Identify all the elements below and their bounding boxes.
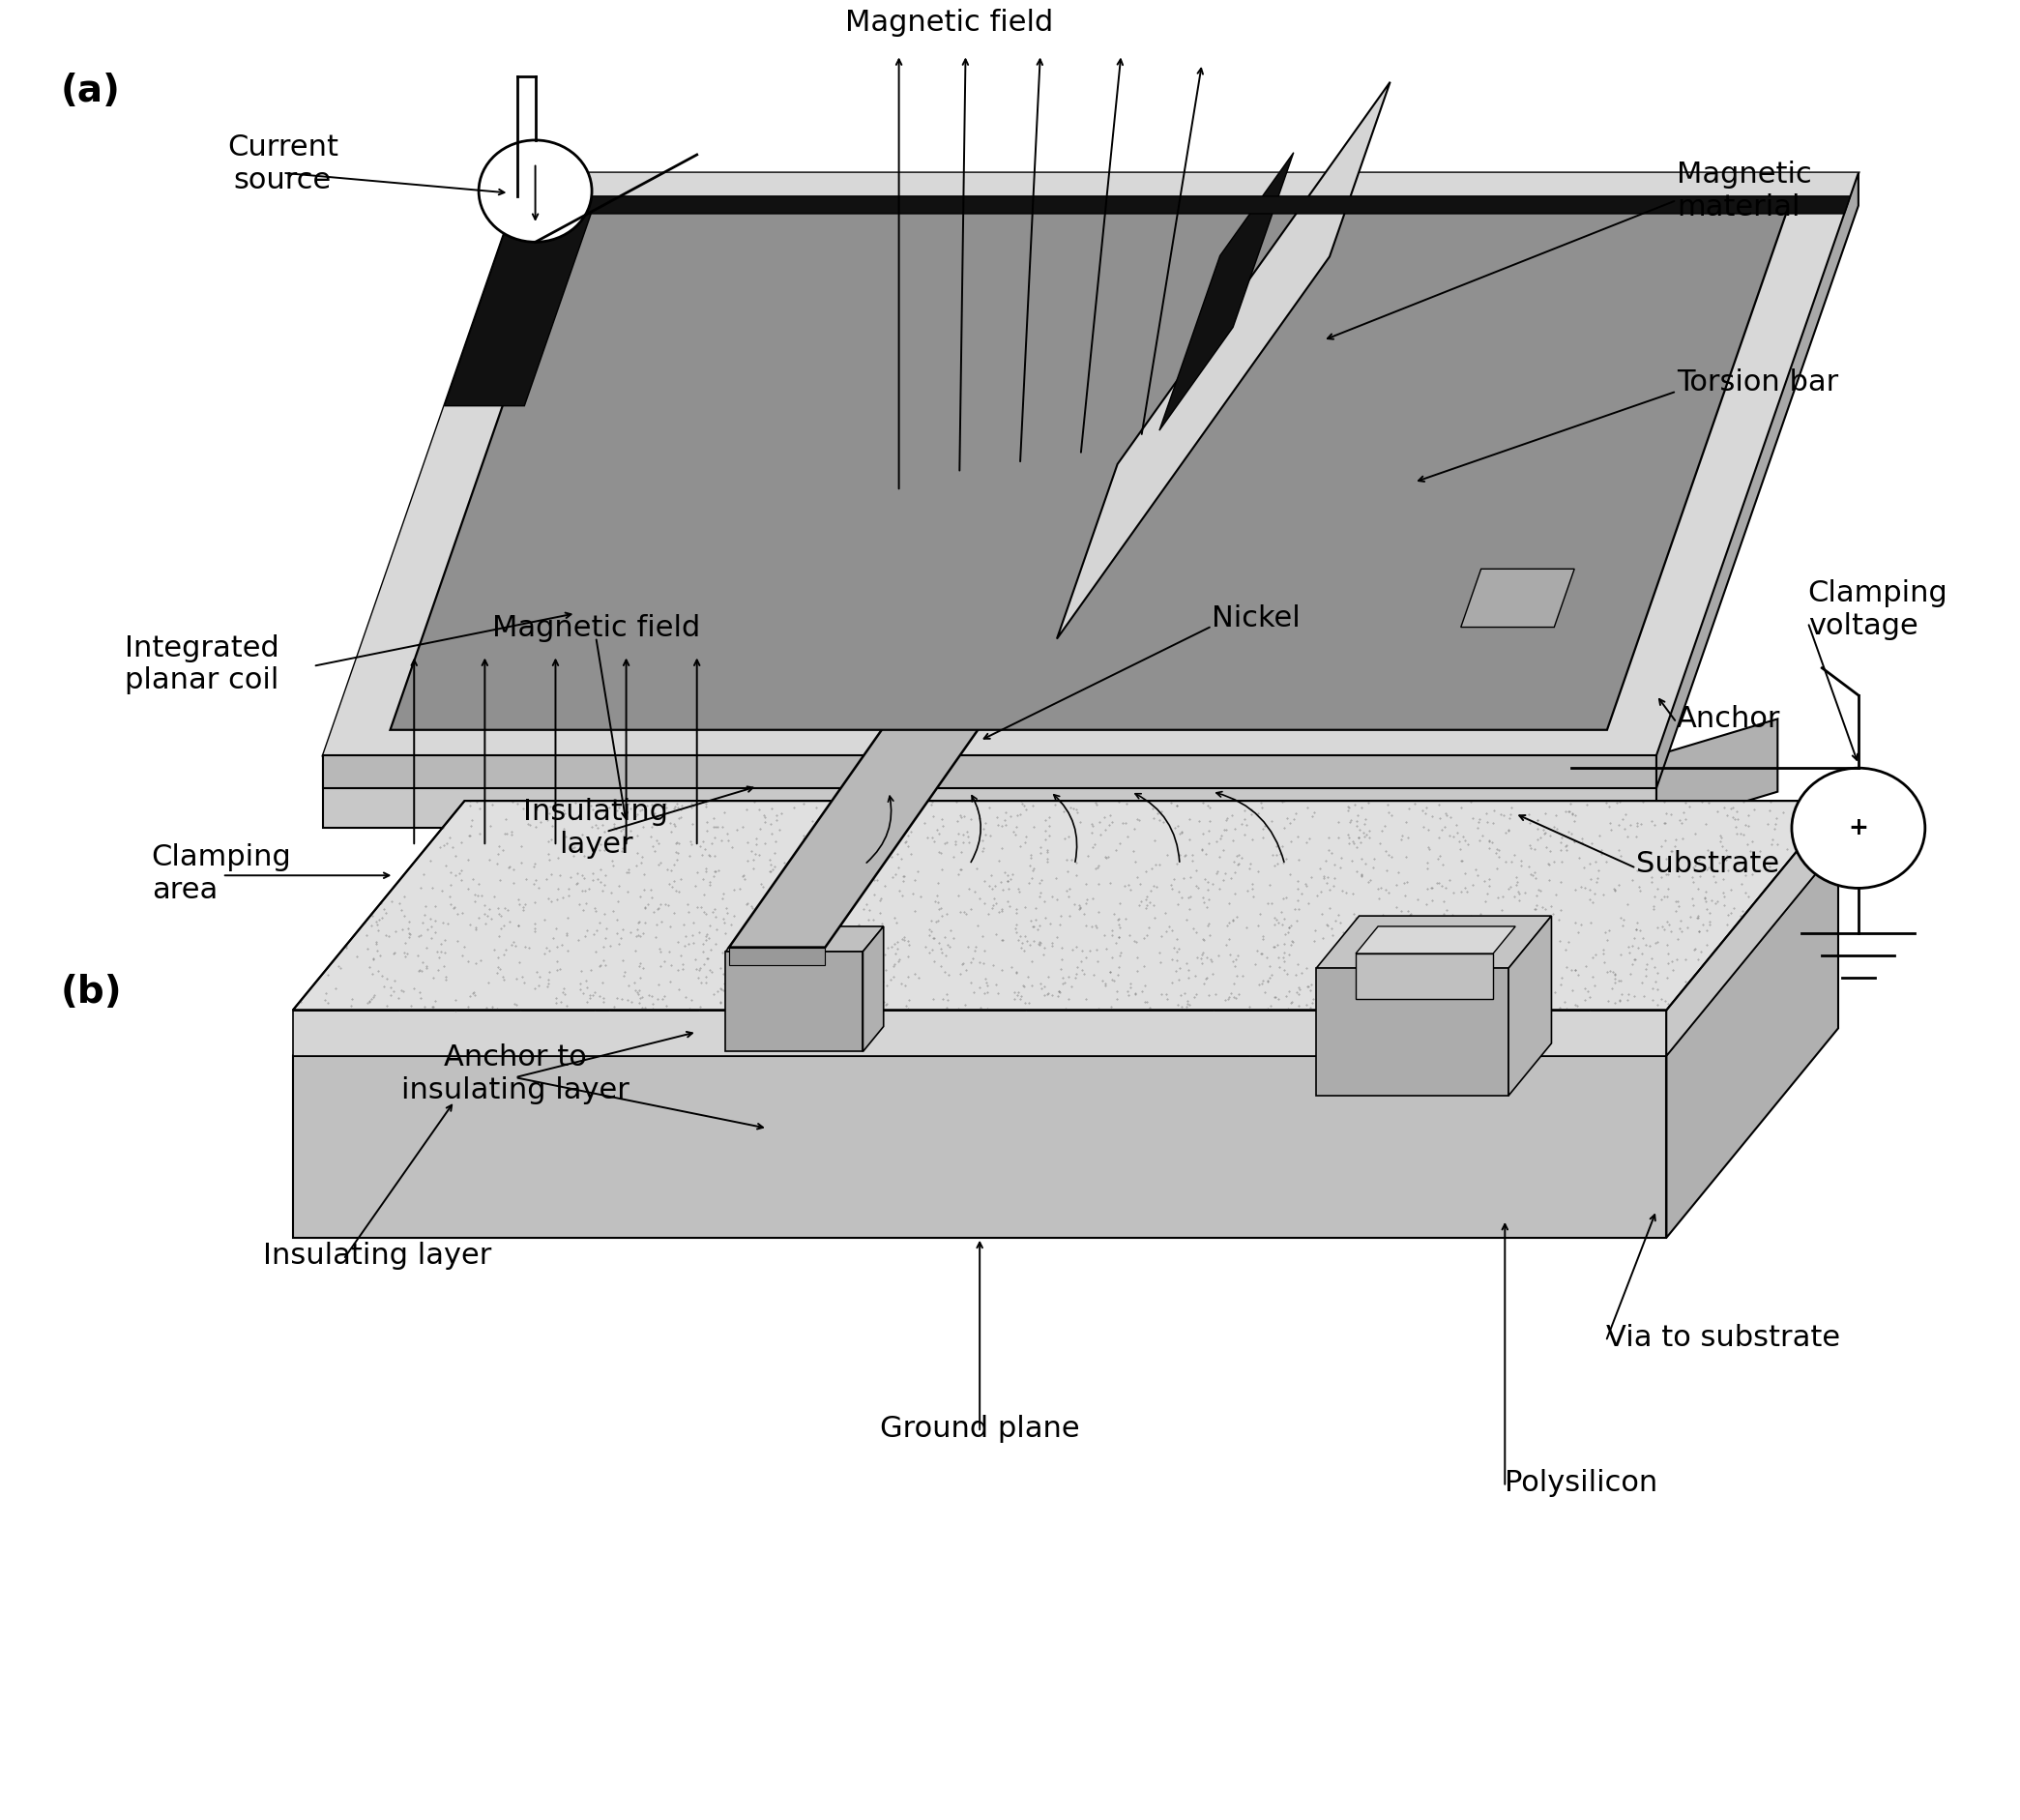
Text: Clamping
voltage: Clamping voltage (1808, 579, 1947, 641)
Polygon shape (792, 351, 1390, 577)
Polygon shape (323, 173, 1858, 755)
Polygon shape (598, 277, 1584, 652)
Polygon shape (323, 755, 1656, 784)
Polygon shape (1317, 915, 1551, 968)
Text: Current
source: Current source (226, 133, 339, 195)
Polygon shape (390, 198, 1792, 730)
Polygon shape (725, 952, 863, 1052)
Text: Insulating layer: Insulating layer (263, 1241, 491, 1270)
Text: Polysilicon: Polysilicon (1505, 1469, 1658, 1498)
Text: +: + (1848, 817, 1869, 839)
Polygon shape (729, 502, 1139, 946)
Polygon shape (659, 300, 1523, 628)
Polygon shape (863, 926, 883, 1052)
Polygon shape (725, 926, 883, 952)
Text: Magnetic field: Magnetic field (844, 9, 1054, 36)
Text: Magnetic field: Magnetic field (491, 613, 701, 642)
Polygon shape (592, 275, 1590, 653)
Text: (b): (b) (61, 974, 121, 1010)
Text: Via to substrate: Via to substrate (1606, 1323, 1840, 1352)
Polygon shape (1056, 82, 1390, 639)
Circle shape (479, 140, 592, 242)
Polygon shape (323, 755, 1656, 788)
Text: Ground plane: Ground plane (881, 1414, 1079, 1443)
Polygon shape (925, 402, 1256, 526)
Text: Anchor to
insulating layer: Anchor to insulating layer (402, 1043, 628, 1105)
Polygon shape (436, 217, 1745, 712)
Text: Torsion bar: Torsion bar (1677, 368, 1838, 397)
Polygon shape (1083, 460, 1099, 468)
Text: Magnetic
material: Magnetic material (1677, 160, 1812, 222)
Polygon shape (1656, 719, 1778, 828)
Polygon shape (523, 249, 1658, 679)
Polygon shape (1159, 153, 1293, 431)
Text: Clamping
area: Clamping area (151, 843, 291, 905)
Text: Nickel: Nickel (1212, 604, 1301, 633)
Polygon shape (1317, 968, 1509, 1096)
Polygon shape (1509, 915, 1551, 1096)
Text: (a): (a) (61, 73, 121, 109)
Polygon shape (323, 755, 1656, 828)
Polygon shape (994, 428, 1188, 501)
Polygon shape (457, 224, 1725, 704)
Polygon shape (858, 377, 1323, 551)
Polygon shape (729, 946, 824, 965)
Polygon shape (1666, 846, 1838, 1238)
Polygon shape (760, 339, 1422, 590)
Polygon shape (323, 755, 1656, 784)
Polygon shape (921, 400, 1260, 528)
Polygon shape (1656, 173, 1858, 788)
Polygon shape (293, 846, 1838, 1056)
Polygon shape (511, 197, 1850, 213)
Circle shape (1792, 768, 1925, 888)
Polygon shape (444, 213, 592, 406)
Polygon shape (293, 1010, 1666, 1056)
Text: Insulating
layer: Insulating layer (523, 797, 669, 859)
Text: Integrated
planar coil: Integrated planar coil (125, 633, 279, 695)
Polygon shape (293, 1056, 1666, 1238)
Text: Anchor: Anchor (1677, 704, 1780, 733)
Polygon shape (323, 173, 1858, 755)
Polygon shape (1666, 801, 1838, 1056)
Polygon shape (1355, 954, 1493, 999)
Text: Substrate: Substrate (1636, 850, 1780, 879)
Polygon shape (1355, 926, 1515, 954)
Polygon shape (293, 801, 1838, 1010)
Polygon shape (725, 326, 1456, 602)
Polygon shape (1460, 570, 1574, 628)
